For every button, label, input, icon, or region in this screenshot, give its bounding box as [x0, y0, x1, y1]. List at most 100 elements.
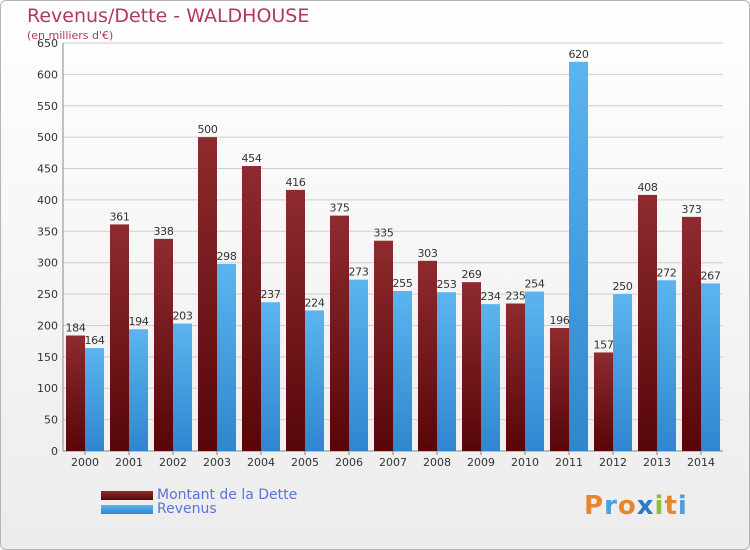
legend-label-dette: Montant de la Dette [157, 487, 298, 503]
data-label-dette-2014: 373 [681, 203, 701, 216]
bar-dette-2000 [66, 335, 85, 451]
bar-dette-2001 [110, 224, 129, 451]
logo-letter: o [617, 491, 637, 521]
bar-revenus-2002 [173, 323, 192, 451]
bar-dette-2012 [594, 352, 613, 451]
legend-label-revenus: Revenus [157, 501, 217, 517]
x-tick-label-2002: 2002 [159, 456, 187, 469]
y-tick-label: 400 [37, 194, 58, 207]
y-tick-label: 450 [37, 163, 58, 176]
data-label-dette-2002: 338 [153, 225, 173, 238]
bar-revenus-2011 [569, 61, 588, 451]
data-label-dette-2006: 375 [329, 202, 349, 215]
y-tick-label: 350 [37, 225, 58, 238]
bar-dette-2004 [242, 166, 261, 451]
data-label-dette-2009: 269 [461, 268, 481, 281]
bar-dette-2002 [154, 238, 173, 451]
y-tick-label: 200 [37, 319, 58, 332]
bars [66, 61, 720, 451]
x-tick-label-2011: 2011 [555, 456, 583, 469]
x-tick-label-2006: 2006 [335, 456, 363, 469]
logo-letter: i [654, 491, 665, 521]
x-tick-label-2009: 2009 [467, 456, 495, 469]
y-tick-label: 250 [37, 288, 58, 301]
bar-revenus-2013 [657, 280, 676, 451]
data-label-revenus-2007: 255 [392, 277, 412, 290]
y-tick-label: 650 [37, 37, 58, 50]
bar-revenus-2007 [393, 290, 412, 451]
chart-subtitle: (en milliers d'€) [27, 29, 114, 42]
bar-dette-2008 [418, 260, 437, 451]
legend-swatch-revenus [101, 504, 153, 514]
legend-swatch-dette [101, 490, 153, 500]
data-label-dette-2003: 500 [197, 123, 217, 136]
y-tick-label: 100 [37, 382, 58, 395]
bar-dette-2009 [462, 282, 481, 451]
data-label-dette-2008: 303 [417, 247, 437, 260]
logo-letter: P [584, 491, 605, 521]
bar-dette-2005 [286, 189, 305, 451]
x-tick-label-2008: 2008 [423, 456, 451, 469]
chart-title: Revenus/Dette - WALDHOUSE [27, 5, 310, 27]
y-tick-label: 50 [44, 414, 58, 427]
data-label-revenus-2000: 164 [84, 334, 104, 347]
data-label-revenus-2001: 194 [128, 315, 148, 328]
data-label-dette-2013: 408 [637, 181, 657, 194]
x-tick-label-2012: 2012 [599, 456, 627, 469]
x-tick-label-2005: 2005 [291, 456, 319, 469]
x-tick-label-2007: 2007 [379, 456, 407, 469]
bar-dette-2014 [682, 216, 701, 451]
x-tick-label-2014: 2014 [687, 456, 715, 469]
data-label-dette-2011: 196 [549, 314, 569, 327]
y-tick-label: 600 [37, 68, 58, 81]
bar-dette-2007 [374, 240, 393, 451]
proxiti-logo: Proxiti [584, 491, 688, 521]
y-tick-label: 500 [37, 131, 58, 144]
data-label-dette-2000: 184 [65, 322, 85, 335]
data-label-revenus-2012: 250 [612, 280, 632, 293]
data-label-revenus-2006: 273 [348, 266, 368, 279]
x-tick-label-2010: 2010 [511, 456, 539, 469]
y-tick-label: 300 [37, 257, 58, 270]
x-tick-label-2003: 2003 [203, 456, 231, 469]
bar-revenus-2008 [437, 292, 456, 451]
bar-revenus-2009 [481, 304, 500, 451]
bar-revenus-2006 [349, 279, 368, 451]
data-label-dette-2001: 361 [109, 210, 129, 223]
x-tick-label-2004: 2004 [247, 456, 275, 469]
data-label-revenus-2009: 234 [480, 290, 500, 303]
bar-revenus-2003 [217, 263, 236, 451]
data-label-revenus-2002: 203 [172, 310, 192, 323]
bar-revenus-2010 [525, 291, 544, 451]
bar-dette-2010 [506, 303, 525, 451]
x-tick-label-2001: 2001 [115, 456, 143, 469]
bar-dette-2013 [638, 194, 657, 451]
data-label-revenus-2010: 254 [524, 278, 544, 291]
y-tick-label: 0 [51, 445, 58, 458]
data-label-dette-2012: 157 [593, 338, 613, 351]
legend-item-dette: Montant de la Dette [101, 487, 297, 503]
bar-revenus-2000 [85, 348, 104, 451]
bar-revenus-2001 [129, 329, 148, 451]
x-tick-label-2000: 2000 [71, 456, 99, 469]
data-label-dette-2007: 335 [373, 227, 393, 240]
data-label-dette-2010: 235 [505, 289, 525, 302]
logo-letter: x [636, 491, 655, 521]
data-label-revenus-2003: 298 [216, 250, 236, 263]
bar-dette-2011 [550, 327, 569, 451]
bar-dette-2003 [198, 137, 217, 451]
data-label-dette-2004: 454 [241, 152, 261, 165]
bar-revenus-2012 [613, 294, 632, 451]
data-label-revenus-2013: 272 [656, 266, 676, 279]
data-label-dette-2005: 416 [285, 176, 305, 189]
data-label-revenus-2008: 253 [436, 278, 456, 291]
data-label-revenus-2005: 224 [304, 296, 324, 309]
y-tick-label: 150 [37, 351, 58, 364]
bar-revenus-2004 [261, 302, 280, 451]
x-tick-label-2013: 2013 [643, 456, 671, 469]
legend-item-revenus: Revenus [101, 501, 217, 517]
data-label-revenus-2014: 267 [700, 269, 720, 282]
